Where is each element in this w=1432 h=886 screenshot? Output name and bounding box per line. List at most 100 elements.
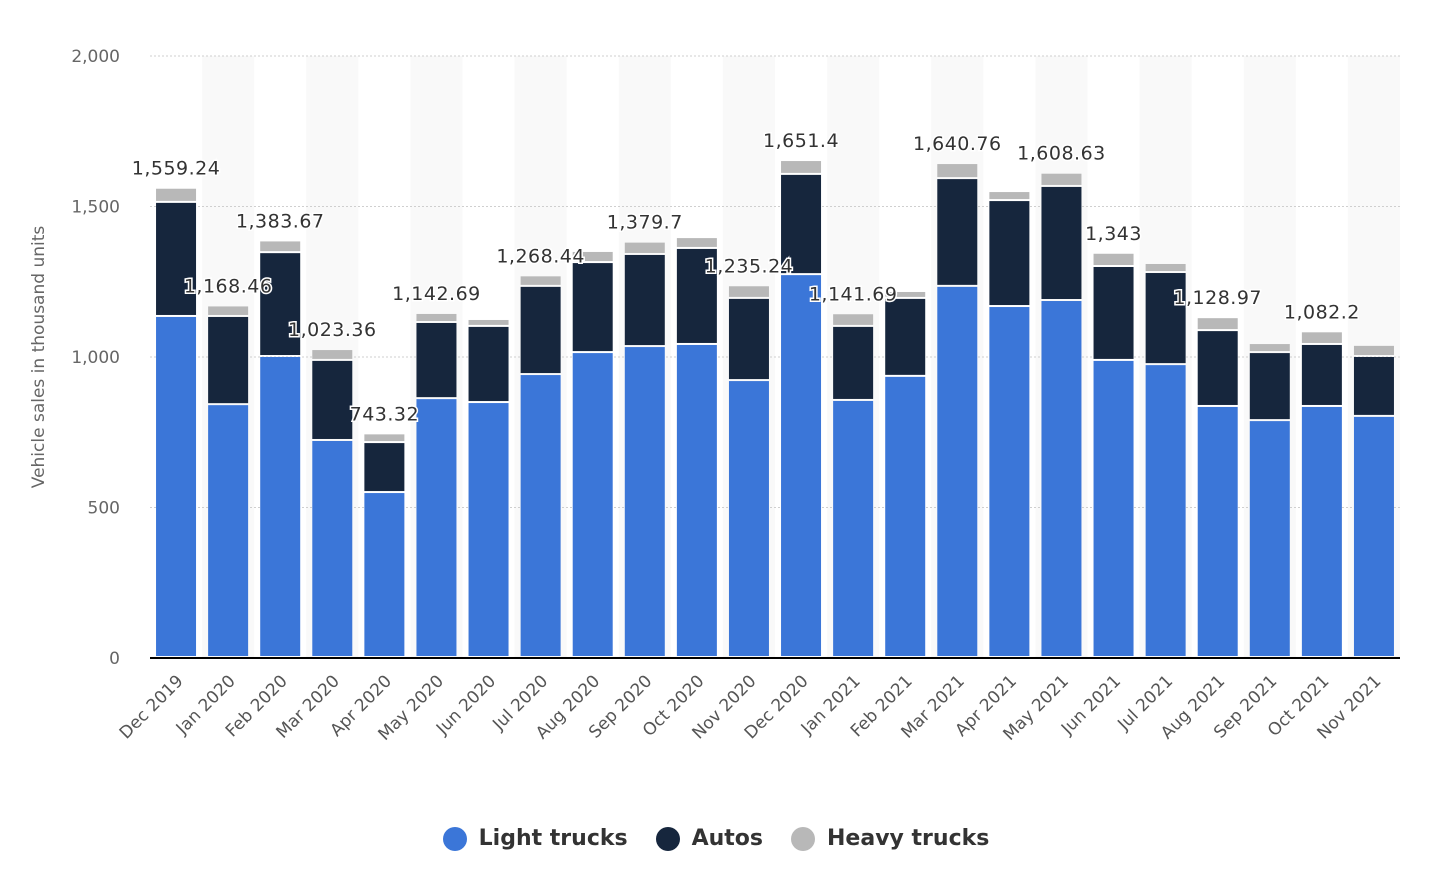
data-label: 743.32 [350,403,419,425]
bar-heavy-trucks [676,238,717,247]
bar-heavy-trucks [364,434,405,442]
data-label: 1,023.36 [288,319,377,341]
bar-light-trucks [156,316,197,656]
bar-heavy-trucks [1197,318,1238,330]
y-tick-label: 1,500 [71,198,120,218]
bar-heavy-trucks [312,350,353,359]
legend-label: Heavy trucks [827,826,990,851]
bar-autos [364,443,405,492]
bar-autos [416,322,457,398]
bar-autos [624,254,665,346]
bar-heavy-trucks [208,306,249,315]
bar-autos [1353,357,1394,415]
bar-autos [676,248,717,343]
data-label: 1,640.76 [913,133,1002,155]
bar-light-trucks [624,347,665,656]
bar-heavy-trucks [520,276,561,285]
bar-light-trucks [572,353,613,656]
bar-autos [1093,267,1134,359]
data-label: 1,268.44 [496,245,585,267]
bar-light-trucks [1353,416,1394,656]
data-label: 1,128.97 [1173,287,1262,309]
data-label: 1,559.24 [132,158,221,180]
bar-autos [468,326,509,402]
bar-heavy-trucks [1145,263,1186,272]
bar-autos [1249,353,1290,420]
bar-light-trucks [937,286,978,656]
bar-autos [1145,273,1186,364]
bar-heavy-trucks [885,291,926,297]
bar-autos [572,263,613,352]
data-label: 1,141.69 [809,283,898,305]
bar-autos [312,360,353,439]
data-label: 1,168.46 [184,275,273,297]
bar-autos [728,298,769,380]
bar-heavy-trucks [468,319,509,325]
bar-light-trucks [1249,421,1290,656]
stacked-bar-chart: 0 500 1,000 1,500 2,000 1,559.24 1,168.46 1,38… [29,47,1400,745]
bar-light-trucks [520,375,561,656]
bar-light-trucks [1041,301,1082,656]
bar-heavy-trucks [416,313,457,321]
data-label: 1,142.69 [392,283,481,305]
bar-light-trucks [260,357,301,656]
bar-heavy-trucks [781,161,822,173]
legend-swatch [791,826,816,851]
bar-heavy-trucks [572,251,613,262]
bar-heavy-trucks [624,242,665,253]
bar-light-trucks [208,405,249,656]
bar-heavy-trucks [833,314,874,325]
bar-heavy-trucks [1093,253,1134,266]
x-tick-label: Dec 2019 [116,671,188,743]
bar-autos [208,316,249,404]
bar-heavy-trucks [1353,345,1394,355]
bar-light-trucks [1301,406,1342,656]
data-label: 1,235.24 [705,255,794,277]
bar-autos [937,179,978,285]
bar-light-trucks [364,493,405,656]
bar-autos [1041,186,1082,300]
data-label: 1,379.7 [607,212,683,234]
bar-light-trucks [1093,360,1134,656]
legend-item-autos[interactable]: Autos [655,826,764,851]
bar-autos [520,286,561,374]
bar-heavy-trucks [1041,173,1082,185]
bar-heavy-trucks [989,192,1030,200]
bar-heavy-trucks [937,164,978,178]
y-tick-label: 500 [88,499,120,519]
bar-light-trucks [312,440,353,656]
bar-autos [833,326,874,399]
bar-autos [260,253,301,355]
data-label: 1,343 [1085,223,1142,245]
y-axis-label: Vehicle sales in thousand units [29,226,49,489]
data-label: 1,608.63 [1017,143,1106,165]
bar-light-trucks [676,344,717,656]
bar-light-trucks [833,400,874,656]
legend-swatch [655,826,680,851]
legend-label: Light trucks [478,826,628,851]
y-tick-label: 1,000 [71,348,120,368]
legend-label: Autos [691,826,764,851]
bar-light-trucks [468,403,509,656]
bar-heavy-trucks [156,188,197,201]
bar-autos [885,298,926,375]
legend-swatch [442,826,467,851]
y-tick-label: 0 [109,649,120,669]
y-tick-label: 2,000 [71,47,120,67]
legend-item-light-trucks[interactable]: Light trucks [442,826,628,851]
bar-heavy-trucks [1301,332,1342,343]
bar-light-trucks [989,307,1030,656]
bar-light-trucks [885,376,926,656]
bar-light-trucks [781,275,822,656]
bar-autos [156,202,197,315]
bar-autos [1197,331,1238,405]
bar-light-trucks [1197,406,1238,656]
data-label: 1,082.2 [1284,301,1360,323]
bar-light-trucks [728,381,769,656]
bar-autos [989,201,1030,306]
bar-light-trucks [1145,365,1186,656]
data-label: 1,383.67 [236,210,325,232]
data-label: 1,651.4 [763,130,839,152]
legend-item-heavy-trucks[interactable]: Heavy trucks [791,826,989,851]
